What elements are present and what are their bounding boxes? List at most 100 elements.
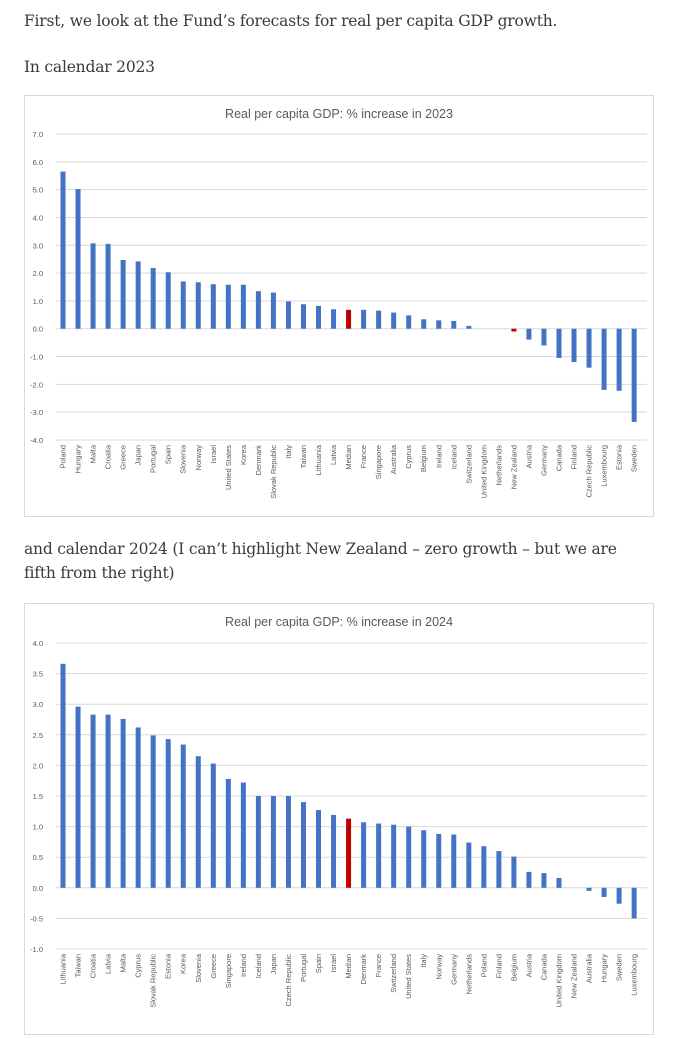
y-tick-label: 3.0 [33,700,43,709]
y-tick-label: 2.0 [33,761,43,770]
bar-denmark [255,291,261,329]
bar-japan [270,796,276,888]
bar-netherlands [466,842,472,888]
x-category-label: Switzerland [389,954,398,993]
bar-slovak-republic [270,292,276,329]
bar-lithuania [316,305,322,329]
chart-title: Real per capita GDP: % increase in 2023 [225,107,453,121]
x-category-label: Finland [570,445,579,470]
y-tick-label: 1.0 [33,297,43,306]
bar-greece [120,260,126,329]
bar-slovak-republic [150,735,156,888]
bar-iceland [255,796,261,888]
bar-singapore [225,778,231,888]
x-category-label: Croatia [104,444,113,469]
bar-taiwan [300,304,306,329]
x-category-label: Canada [554,444,563,471]
x-category-label: France [359,445,368,468]
bar-ireland [240,782,246,888]
chart-2023-svg: Real per capita GDP: % increase in 2023 … [30,107,647,499]
bar-korea [180,744,186,888]
y-tick-label: 2.5 [33,731,43,740]
y-tick-label: -1.0 [30,945,43,954]
x-category-label: Median [344,445,353,470]
x-category-label: Germany [449,954,458,985]
x-category-label: Median [344,954,353,979]
x-category-label: New Zealand [509,445,518,489]
x-category-label: Netherlands [494,445,503,486]
x-category-label: United Kingdom [554,954,563,1007]
x-category-label: Estonia [615,444,624,470]
bar-austria [526,328,532,340]
x-category-label: Sweden [615,954,624,981]
bar-hungary [601,887,607,897]
bar-denmark [361,822,367,888]
y-tick-label: -3.0 [30,408,43,417]
bar-austria [526,871,532,888]
y-tick-label: 6.0 [33,158,43,167]
bar-poland [481,846,487,888]
x-category-label: Luxembourg [600,445,609,487]
x-category-label: Iceland [254,954,263,978]
x-category-label: Slovenia [179,444,188,474]
y-tick-label: 4.0 [33,213,43,222]
y-tick-label: 2.0 [33,269,43,278]
x-category-label: Cyprus [404,445,413,469]
x-category-label: Ireland [239,954,248,977]
y-tick-label: 0.0 [33,325,43,334]
x-category-label: Latvia [329,444,338,465]
bar-france [376,823,382,888]
x-category-label: Canada [539,953,548,980]
x-category-label: Czech Republic [585,445,594,498]
bar-cyprus [135,727,141,888]
x-category-label: Slovak Republic [269,445,278,499]
bar-japan [135,261,141,329]
bar-taiwan [75,706,81,888]
x-category-label: Lithuania [314,444,323,475]
x-category-label: Australia [389,444,398,474]
x-category-label: Netherlands [464,954,473,995]
y-tick-label: 0.0 [33,884,43,893]
bar-spain [316,810,322,888]
y-tick-label: 3.0 [33,241,43,250]
bar-estonia [165,739,171,888]
y-tick-label: 0.5 [33,853,43,862]
bar-malta [90,243,96,329]
bar-slovenia [195,756,201,888]
bar-united-states [225,284,231,329]
bar-belgium [421,319,427,329]
x-category-label: France [374,954,383,977]
x-category-label: Luxembourg [630,954,639,996]
y-tick-label: 7.0 [33,130,43,139]
bar-australia [586,887,592,891]
x-category-label: Finland [494,954,503,979]
y-tick-label: -1.0 [30,353,43,362]
bar-singapore [376,310,382,329]
x-category-label: Poland [59,445,68,468]
intro-paragraph: First, we look at the Fund’s forecasts f… [24,12,558,30]
x-category-label: Malta [89,444,98,463]
chart-title: Real per capita GDP: % increase in 2024 [225,615,453,629]
x-category-label: United States [224,445,233,490]
y-tick-label: 5.0 [33,186,43,195]
x-category-label: United States [404,954,413,999]
x-category-label: Australia [585,953,594,983]
y-tick-label: 1.5 [33,792,43,801]
x-category-label: Hungary [600,954,609,983]
x-category-label: Norway [434,954,443,980]
x-category-label: Spain [314,954,323,973]
bar-median [346,309,352,329]
y-tick-label: -4.0 [30,436,43,445]
bar-norway [436,833,442,888]
y-tick-label: 4.0 [33,639,43,648]
bar-united-states [406,826,412,888]
x-category-label: Italy [419,954,428,968]
x-category-label: Hungary [74,445,83,474]
bar-germany [451,834,457,888]
bar-italy [421,830,427,888]
bar-iceland [451,320,457,329]
chart-2024: Real per capita GDP: % increase in 2024 … [24,603,654,1035]
bar-germany [541,328,547,346]
x-category-label: Taiwan [74,954,83,977]
x-category-label: Czech Republic [284,954,293,1007]
